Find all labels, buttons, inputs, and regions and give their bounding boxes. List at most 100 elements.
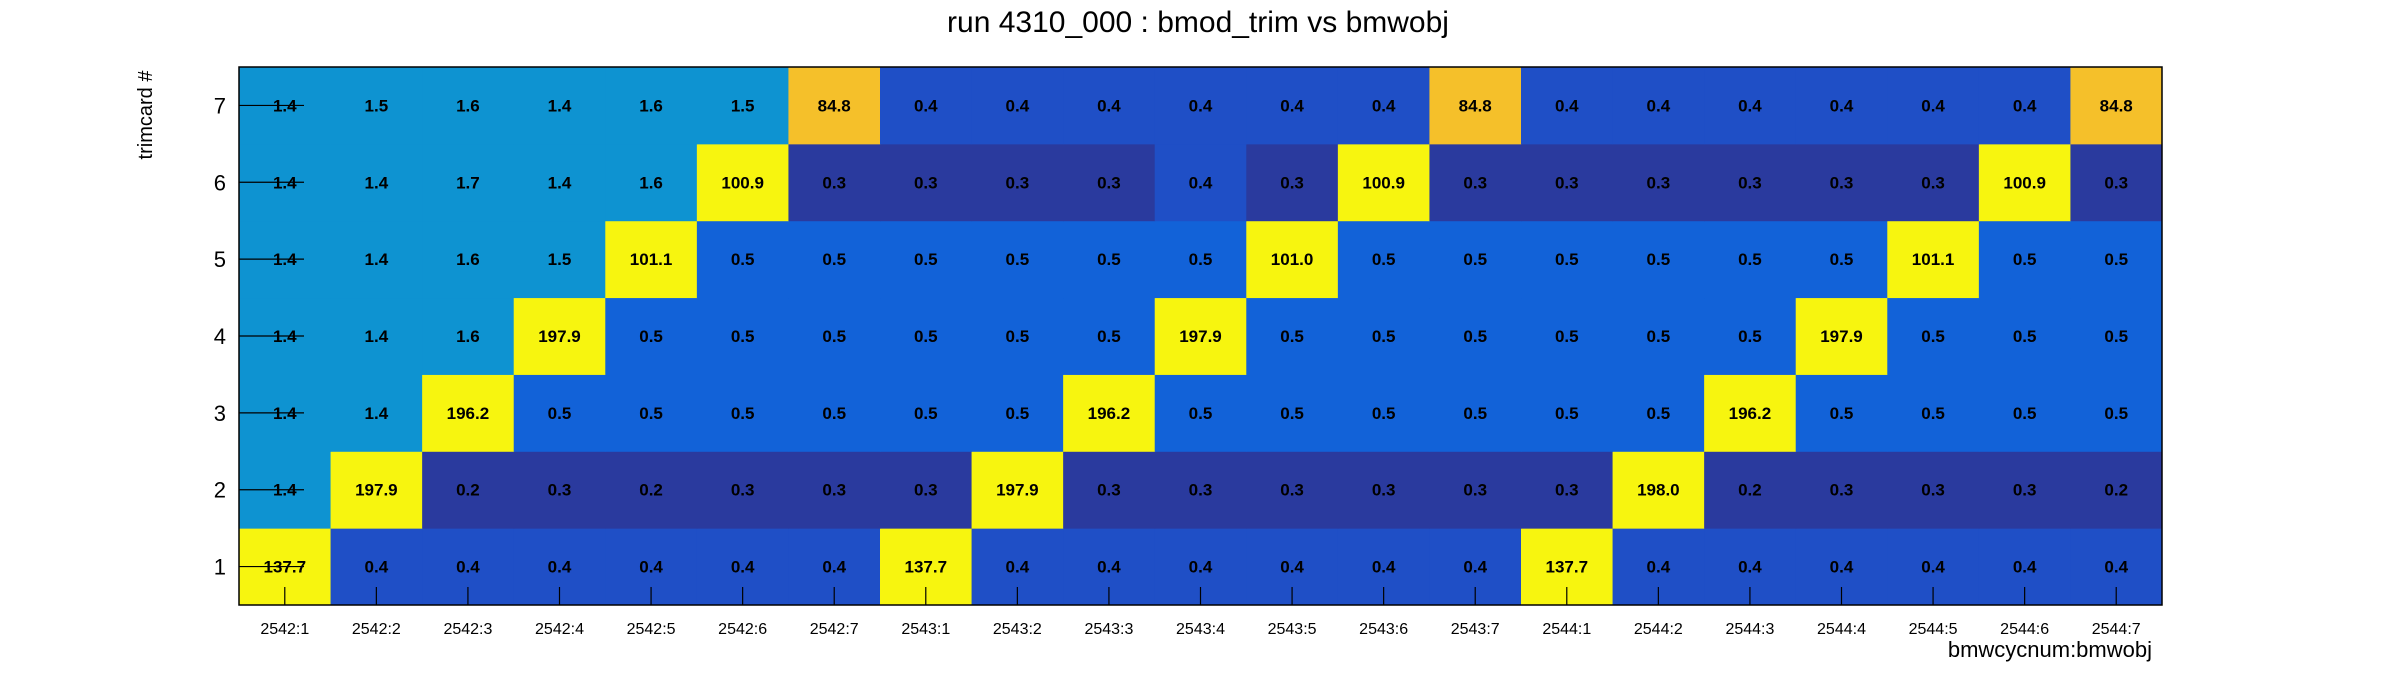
- heatmap-cell: [1795, 67, 1888, 145]
- cell-value-label: 0.5: [1921, 327, 1945, 346]
- cell-value-label: 0.4: [1738, 96, 1762, 115]
- heatmap-cell: [1795, 374, 1888, 452]
- cell-value-label: 1.6: [639, 96, 663, 115]
- heatmap-cell: [1154, 143, 1247, 222]
- heatmap-cell: [880, 374, 973, 452]
- cell-value-label: 100.9: [1362, 173, 1405, 192]
- heatmap-cell: [1704, 67, 1797, 145]
- cell-value-label: 100.9: [721, 173, 764, 192]
- heatmap-cell: [1521, 143, 1614, 222]
- heatmap-cell: [971, 67, 1064, 145]
- cell-value-label: 0.4: [1189, 558, 1213, 577]
- cell-value-label: 0.4: [456, 558, 480, 577]
- heatmap-cell: [1612, 220, 1705, 299]
- cell-value-label: 0.3: [1280, 481, 1304, 500]
- heatmap-cell: [605, 143, 698, 222]
- x-tick-label: 2542:7: [810, 621, 859, 638]
- cell-value-label: 197.9: [1820, 327, 1863, 346]
- cell-value-label: 0.4: [1006, 96, 1030, 115]
- heatmap-cell: [1521, 67, 1614, 145]
- heatmap-cell: [513, 143, 606, 222]
- heatmap-cell: [1429, 220, 1522, 299]
- heatmap-cell: [422, 297, 515, 375]
- cell-value-label: 0.5: [731, 404, 755, 423]
- x-tick-label: 2542:1: [260, 621, 309, 638]
- cell-value-label: 0.5: [1280, 327, 1304, 346]
- heatmap-cell: [1887, 297, 1980, 375]
- cell-value-label: 197.9: [355, 481, 398, 500]
- cell-value-label: 0.4: [1463, 558, 1487, 577]
- heatmap-cell: [513, 220, 606, 299]
- heatmap-cell: [1795, 220, 1888, 299]
- cell-value-label: 0.5: [1006, 404, 1030, 423]
- heatmap-cell: [1612, 67, 1705, 145]
- heatmap-cell: [1337, 67, 1430, 145]
- cell-value-label: 0.5: [1097, 250, 1121, 269]
- heatmap-cell: [1429, 374, 1522, 452]
- heatmap-cell: [422, 374, 515, 452]
- cell-value-label: 0.3: [548, 481, 572, 500]
- y-tick-label: 2: [214, 478, 226, 503]
- x-tick-label: 2544:3: [1725, 621, 1774, 638]
- cell-value-label: 0.5: [1921, 404, 1945, 423]
- heatmap-cell: [605, 297, 698, 375]
- cell-value-label: 0.3: [1830, 173, 1854, 192]
- heatmap-cell: [1246, 451, 1339, 529]
- heatmap-cell: [696, 451, 789, 529]
- heatmap-cell: [880, 143, 973, 222]
- cell-value-label: 0.5: [1647, 250, 1671, 269]
- cell-value-label: 0.4: [1555, 96, 1579, 115]
- cell-value-label: 1.4: [365, 173, 389, 192]
- heatmap-cell: [1154, 374, 1247, 452]
- heatmap-cell: [1246, 143, 1339, 222]
- cell-value-label: 0.4: [1097, 558, 1121, 577]
- cell-value-label: 0.3: [1830, 481, 1854, 500]
- heatmap-cell: [1978, 143, 2071, 222]
- cell-value-label: 101.1: [630, 250, 673, 269]
- cell-value-label: 0.3: [1372, 481, 1396, 500]
- y-tick-label: 1: [214, 555, 226, 580]
- x-tick-label: 2544:1: [1542, 621, 1591, 638]
- heatmap-cell: [513, 374, 606, 452]
- cell-value-label: 0.3: [1555, 481, 1579, 500]
- cell-value-label: 0.3: [1097, 173, 1121, 192]
- cell-value-label: 0.4: [1189, 173, 1213, 192]
- x-tick-label: 2544:6: [2000, 621, 2049, 638]
- cell-value-label: 0.4: [2013, 558, 2037, 577]
- cell-value-label: 0.5: [914, 250, 938, 269]
- cell-value-label: 0.5: [822, 404, 846, 423]
- cell-value-label: 1.4: [273, 96, 297, 115]
- heatmap-cell: [1246, 220, 1339, 299]
- cell-value-label: 0.5: [914, 404, 938, 423]
- cell-value-label: 1.5: [365, 96, 389, 115]
- cell-value-label: 1.4: [273, 173, 297, 192]
- cell-value-label: 0.4: [1647, 96, 1671, 115]
- heatmap-cell: [971, 220, 1064, 299]
- cell-value-label: 1.6: [456, 96, 480, 115]
- cell-value-label: 0.3: [2104, 173, 2128, 192]
- cell-value-label: 0.4: [1372, 558, 1396, 577]
- heatmap-cell: [696, 67, 789, 145]
- cell-value-label: 0.5: [1830, 404, 1854, 423]
- cell-value-label: 0.5: [731, 327, 755, 346]
- cell-value-label: 0.3: [1647, 173, 1671, 192]
- cell-value-label: 1.4: [273, 481, 297, 500]
- cell-value-label: 0.3: [1463, 173, 1487, 192]
- heatmap-cell: [880, 67, 973, 145]
- cell-value-label: 1.4: [365, 404, 389, 423]
- heatmap-cell: [971, 451, 1064, 529]
- heatmap-cell: [1704, 374, 1797, 452]
- cell-value-label: 84.8: [1459, 96, 1492, 115]
- cell-value-label: 0.3: [822, 173, 846, 192]
- heatmap-cell: [513, 451, 606, 529]
- y-tick-label: 5: [214, 247, 226, 272]
- heatmap-cell: [2070, 297, 2163, 375]
- heatmap-cell: [1246, 67, 1339, 145]
- heatmap-cell: [1795, 451, 1888, 529]
- cell-value-label: 0.4: [731, 558, 755, 577]
- x-tick-label: 2542:6: [718, 621, 767, 638]
- cell-value-label: 137.7: [1546, 558, 1589, 577]
- cell-value-label: 1.4: [548, 173, 572, 192]
